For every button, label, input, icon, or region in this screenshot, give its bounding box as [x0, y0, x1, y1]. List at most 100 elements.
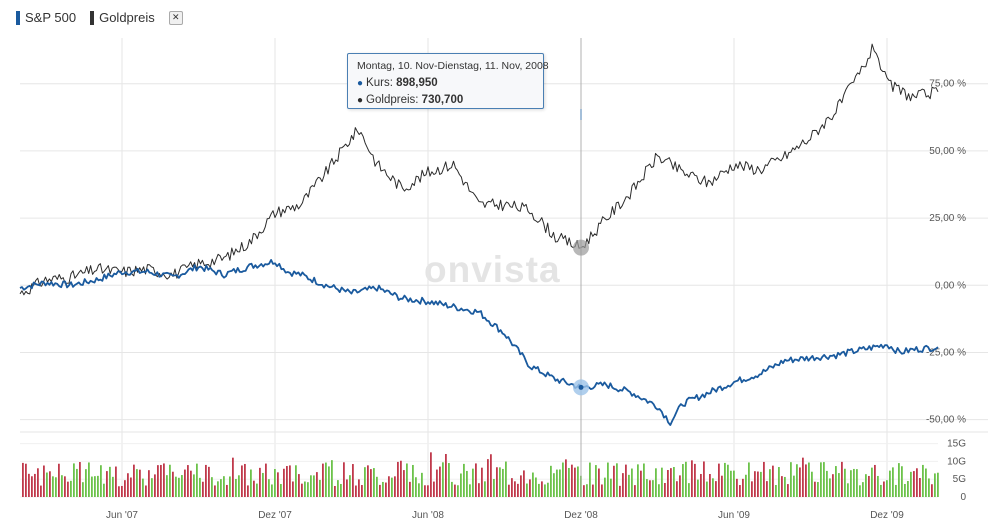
volume-bar: [313, 475, 315, 497]
hover-dot-sp500: [578, 384, 584, 390]
volume-bar: [769, 469, 771, 497]
volume-bar: [697, 479, 699, 497]
volume-bar: [841, 461, 843, 497]
volume-bar: [337, 480, 339, 497]
volume-bar: [466, 470, 468, 497]
volume-bar: [349, 475, 351, 497]
volume-bar: [628, 474, 630, 497]
legend-item-gold[interactable]: Goldpreis: [90, 10, 155, 25]
volume-bar: [445, 453, 447, 497]
volume-bar: [109, 466, 111, 497]
volume-bar: [79, 462, 81, 497]
volume-bar: [787, 484, 789, 497]
volume-bar: [22, 462, 24, 497]
volume-bar: [490, 454, 492, 497]
volume-bar: [427, 485, 429, 497]
x-tick-label: Dez '08: [564, 510, 598, 521]
volume-bar: [211, 477, 213, 497]
volume-bar: [76, 468, 78, 497]
volume-bar: [328, 466, 330, 497]
volume-bar: [331, 460, 333, 497]
tooltip-row-gold: ● Goldpreis: 730,700: [357, 94, 464, 106]
volume-bar: [790, 462, 792, 497]
volume-bar: [562, 462, 564, 497]
volume-bar: [553, 473, 555, 497]
volume-bar: [820, 462, 822, 497]
volume-bar: [541, 481, 543, 497]
volume-bar: [97, 475, 99, 497]
volume-bar: [379, 484, 381, 497]
volume-bar: [742, 478, 744, 497]
legend-item-sp500[interactable]: S&P 500: [16, 10, 76, 25]
volume-bar: [721, 475, 723, 497]
volume-bar: [268, 479, 270, 497]
volume-bar: [904, 483, 906, 497]
x-tick-label: Jun '08: [412, 510, 444, 521]
volume-bar: [910, 471, 912, 497]
volume-bar: [157, 465, 159, 497]
volume-bar: [502, 468, 504, 497]
close-icon[interactable]: ✕: [168, 10, 183, 25]
volume-bar: [889, 470, 891, 497]
volume-bar: [133, 464, 135, 497]
volume-bar: [637, 464, 639, 497]
volume-bar: [487, 459, 489, 497]
watermark: onvista: [424, 249, 561, 290]
volume-bar: [865, 474, 867, 497]
volume-bar: [253, 480, 255, 497]
volume-bar: [823, 462, 825, 497]
volume-bar: [493, 478, 495, 497]
volume-bar: [829, 478, 831, 497]
volume-bar: [370, 469, 372, 497]
volume-bar: [805, 464, 807, 497]
volume-bar: [832, 474, 834, 497]
volume-bar: [709, 474, 711, 497]
volume-bar: [274, 469, 276, 497]
volume-bar: [481, 467, 483, 497]
volume-bar: [70, 480, 72, 497]
volume-tick-label: 0: [960, 492, 966, 503]
volume-bar: [184, 469, 186, 497]
volume-bar: [886, 480, 888, 497]
volume-bar: [64, 476, 66, 497]
volume-bar: [925, 468, 927, 497]
volume-bar: [40, 485, 42, 497]
volume-bar: [565, 459, 567, 497]
volume-bar: [814, 481, 816, 497]
volume-bar: [871, 467, 873, 497]
volume-bar: [61, 475, 63, 497]
volume-bar: [241, 465, 243, 497]
volume-bar: [718, 463, 720, 497]
volume-bar: [532, 472, 534, 497]
volume-bar: [166, 475, 168, 497]
volume-bar: [934, 473, 936, 497]
volume-bar: [799, 467, 801, 497]
volume-bar: [667, 469, 669, 497]
volume-bar: [316, 472, 318, 497]
volume-bar: [817, 482, 819, 497]
volume-bar: [118, 486, 120, 497]
volume-bar: [82, 482, 84, 497]
volume-bar: [793, 475, 795, 497]
volume-bar: [895, 484, 897, 497]
volume-bar: [601, 484, 603, 497]
volume-bar: [433, 481, 435, 497]
volume-bar: [88, 462, 90, 497]
series-line-s-p-500: [19, 259, 939, 426]
volume-bar: [385, 482, 387, 497]
volume-bar: [289, 465, 291, 497]
volume-bar: [781, 476, 783, 497]
volume-bar: [535, 477, 537, 497]
volume-bar: [85, 469, 87, 497]
volume-bar: [265, 463, 267, 497]
volume-bar: [172, 471, 174, 497]
volume-bar: [199, 477, 201, 497]
volume-bar: [181, 475, 183, 497]
volume-bar: [94, 476, 96, 497]
volume-bar: [538, 483, 540, 497]
volume-bar: [31, 476, 33, 497]
volume-bar: [760, 471, 762, 497]
volume-bar: [778, 467, 780, 497]
x-tick-label: Jun '07: [106, 510, 138, 521]
volume-bar: [208, 466, 210, 497]
